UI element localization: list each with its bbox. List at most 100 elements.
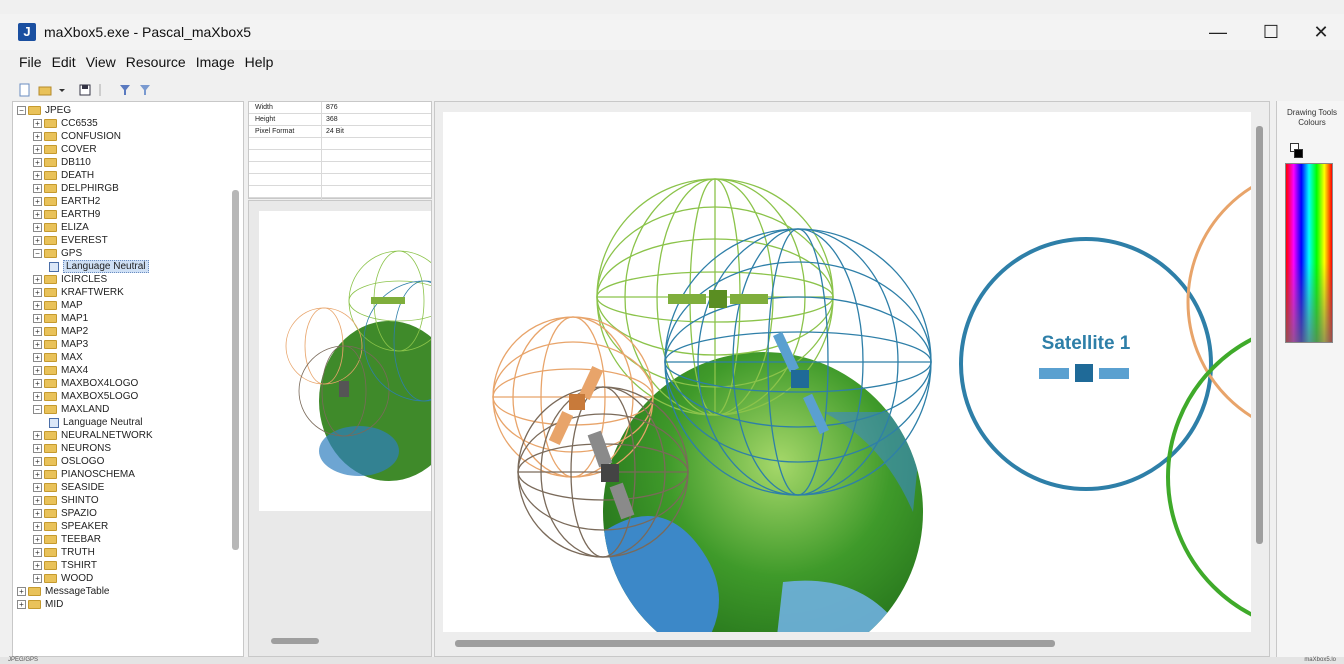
- expand-toggle-icon[interactable]: +: [33, 431, 42, 440]
- tree-folder-item[interactable]: + NEURALNETWORK: [33, 429, 153, 442]
- expand-toggle-icon[interactable]: +: [33, 210, 42, 219]
- expand-toggle-icon[interactable]: +: [33, 132, 42, 141]
- preview-horizontal-scrollbar[interactable]: [271, 638, 319, 644]
- expand-toggle-icon[interactable]: +: [33, 470, 42, 479]
- expand-toggle-icon[interactable]: +: [33, 236, 42, 245]
- tree-folder-item[interactable]: + PIANOSCHEMA: [33, 468, 135, 481]
- main-horizontal-scrollbar[interactable]: [455, 640, 1055, 647]
- tree-folder-item[interactable]: + EARTH9: [33, 208, 100, 221]
- expand-toggle-icon[interactable]: +: [33, 327, 42, 336]
- tree-folder-item[interactable]: + MAX4: [33, 364, 88, 377]
- expand-toggle-icon[interactable]: +: [33, 509, 42, 518]
- expand-toggle-icon[interactable]: +: [33, 379, 42, 388]
- background-color-swatch[interactable]: [1294, 149, 1303, 158]
- expand-toggle-icon[interactable]: +: [33, 353, 42, 362]
- expand-toggle-icon[interactable]: +: [33, 314, 42, 323]
- expand-toggle-icon[interactable]: +: [33, 197, 42, 206]
- expand-toggle-icon[interactable]: −: [33, 249, 42, 258]
- menu-edit[interactable]: Edit: [51, 54, 76, 70]
- tree-folder-item[interactable]: + NEURONS: [33, 442, 111, 455]
- expand-toggle-icon[interactable]: +: [33, 574, 42, 583]
- expand-toggle-icon[interactable]: +: [33, 444, 42, 453]
- tree-folder-item[interactable]: + EARTH2: [33, 195, 100, 208]
- thumbnail-preview[interactable]: [248, 200, 432, 657]
- expand-toggle-icon[interactable]: +: [33, 366, 42, 375]
- tree-folder-item[interactable]: + SEASIDE: [33, 481, 104, 494]
- expand-toggle-icon[interactable]: +: [33, 288, 42, 297]
- tree-folder-item[interactable]: + EVEREST: [33, 234, 108, 247]
- menu-file[interactable]: File: [19, 54, 42, 70]
- close-button[interactable]: ✕: [1313, 21, 1329, 42]
- minimize-button[interactable]: —: [1209, 21, 1227, 42]
- tree-folder-item[interactable]: + TEEBAR: [33, 533, 101, 546]
- menu-resource[interactable]: Resource: [125, 54, 186, 70]
- tree-folder-item[interactable]: + MID: [17, 598, 63, 611]
- save-icon[interactable]: [78, 83, 92, 97]
- tree-resource-item[interactable]: Language Neutral: [49, 416, 143, 429]
- open-folder-icon[interactable]: [38, 83, 52, 97]
- maximize-button[interactable]: ☐: [1262, 21, 1280, 42]
- tree-folder-item[interactable]: + MAX: [33, 351, 83, 364]
- tree-folder-item[interactable]: + MAXBOX4LOGO: [33, 377, 138, 390]
- tree-folder-item[interactable]: − JPEG: [17, 104, 71, 117]
- main-vertical-scrollbar[interactable]: [1256, 126, 1263, 544]
- expand-toggle-icon[interactable]: +: [33, 275, 42, 284]
- tree-folder-item[interactable]: + DELPHIRGB: [33, 182, 119, 195]
- expand-toggle-icon[interactable]: −: [33, 405, 42, 414]
- expand-toggle-icon[interactable]: −: [17, 106, 26, 115]
- tree-folder-item[interactable]: + CONFUSION: [33, 130, 121, 143]
- expand-toggle-icon[interactable]: +: [33, 496, 42, 505]
- expand-toggle-icon[interactable]: +: [33, 158, 42, 167]
- tree-folder-item[interactable]: − MAXLAND: [33, 403, 109, 416]
- expand-toggle-icon[interactable]: +: [33, 535, 42, 544]
- expand-toggle-icon[interactable]: +: [17, 587, 26, 596]
- filter-alt-icon[interactable]: [138, 83, 152, 97]
- expand-toggle-icon[interactable]: +: [33, 223, 42, 232]
- tree-folder-item[interactable]: + DEATH: [33, 169, 94, 182]
- tree-folder-item[interactable]: + DB110: [33, 156, 91, 169]
- expand-toggle-icon[interactable]: +: [33, 483, 42, 492]
- folder-icon: [44, 340, 57, 349]
- expand-toggle-icon[interactable]: +: [33, 522, 42, 531]
- tree-folder-item[interactable]: + TRUTH: [33, 546, 95, 559]
- image-view[interactable]: Satellite 1: [434, 101, 1270, 657]
- tree-folder-item[interactable]: + ICIRCLES: [33, 273, 107, 286]
- new-icon[interactable]: [18, 83, 32, 97]
- dropdown-arrow-icon[interactable]: [58, 83, 72, 97]
- menu-image[interactable]: Image: [195, 54, 235, 70]
- expand-toggle-icon[interactable]: +: [33, 145, 42, 154]
- tree-folder-item[interactable]: + MAP2: [33, 325, 88, 338]
- tree-folder-item[interactable]: + MessageTable: [17, 585, 109, 598]
- tree-folder-item[interactable]: + CC6535: [33, 117, 98, 130]
- tree-scrollbar[interactable]: [232, 190, 239, 550]
- filter-icon[interactable]: [118, 83, 132, 97]
- tree-folder-item[interactable]: + WOOD: [33, 572, 93, 585]
- expand-toggle-icon[interactable]: +: [33, 340, 42, 349]
- tree-folder-item[interactable]: + OSLOGO: [33, 455, 104, 468]
- tree-folder-item[interactable]: + MAP1: [33, 312, 88, 325]
- tree-folder-item[interactable]: + ELIZA: [33, 221, 89, 234]
- tree-folder-item[interactable]: + TSHIRT: [33, 559, 97, 572]
- tree-folder-item[interactable]: + COVER: [33, 143, 97, 156]
- expand-toggle-icon[interactable]: +: [33, 392, 42, 401]
- expand-toggle-icon[interactable]: +: [33, 184, 42, 193]
- expand-toggle-icon[interactable]: +: [33, 561, 42, 570]
- expand-toggle-icon[interactable]: +: [17, 600, 26, 609]
- tree-folder-item[interactable]: + SHINTO: [33, 494, 99, 507]
- menu-help[interactable]: Help: [244, 54, 274, 70]
- tree-folder-item[interactable]: + KRAFTWERK: [33, 286, 124, 299]
- tree-folder-item[interactable]: + MAP: [33, 299, 83, 312]
- menu-view[interactable]: View: [85, 54, 116, 70]
- expand-toggle-icon[interactable]: +: [33, 457, 42, 466]
- tree-folder-item[interactable]: + SPEAKER: [33, 520, 108, 533]
- expand-toggle-icon[interactable]: +: [33, 548, 42, 557]
- tree-resource-item[interactable]: Language Neutral: [49, 260, 149, 273]
- expand-toggle-icon[interactable]: +: [33, 119, 42, 128]
- tree-folder-item[interactable]: + MAP3: [33, 338, 88, 351]
- tree-folder-item[interactable]: + MAXBOX5LOGO: [33, 390, 138, 403]
- expand-toggle-icon[interactable]: +: [33, 301, 42, 310]
- tree-folder-item[interactable]: − GPS: [33, 247, 82, 260]
- expand-toggle-icon[interactable]: +: [33, 171, 42, 180]
- tree-folder-item[interactable]: + SPAZIO: [33, 507, 97, 520]
- color-palette[interactable]: [1285, 163, 1333, 343]
